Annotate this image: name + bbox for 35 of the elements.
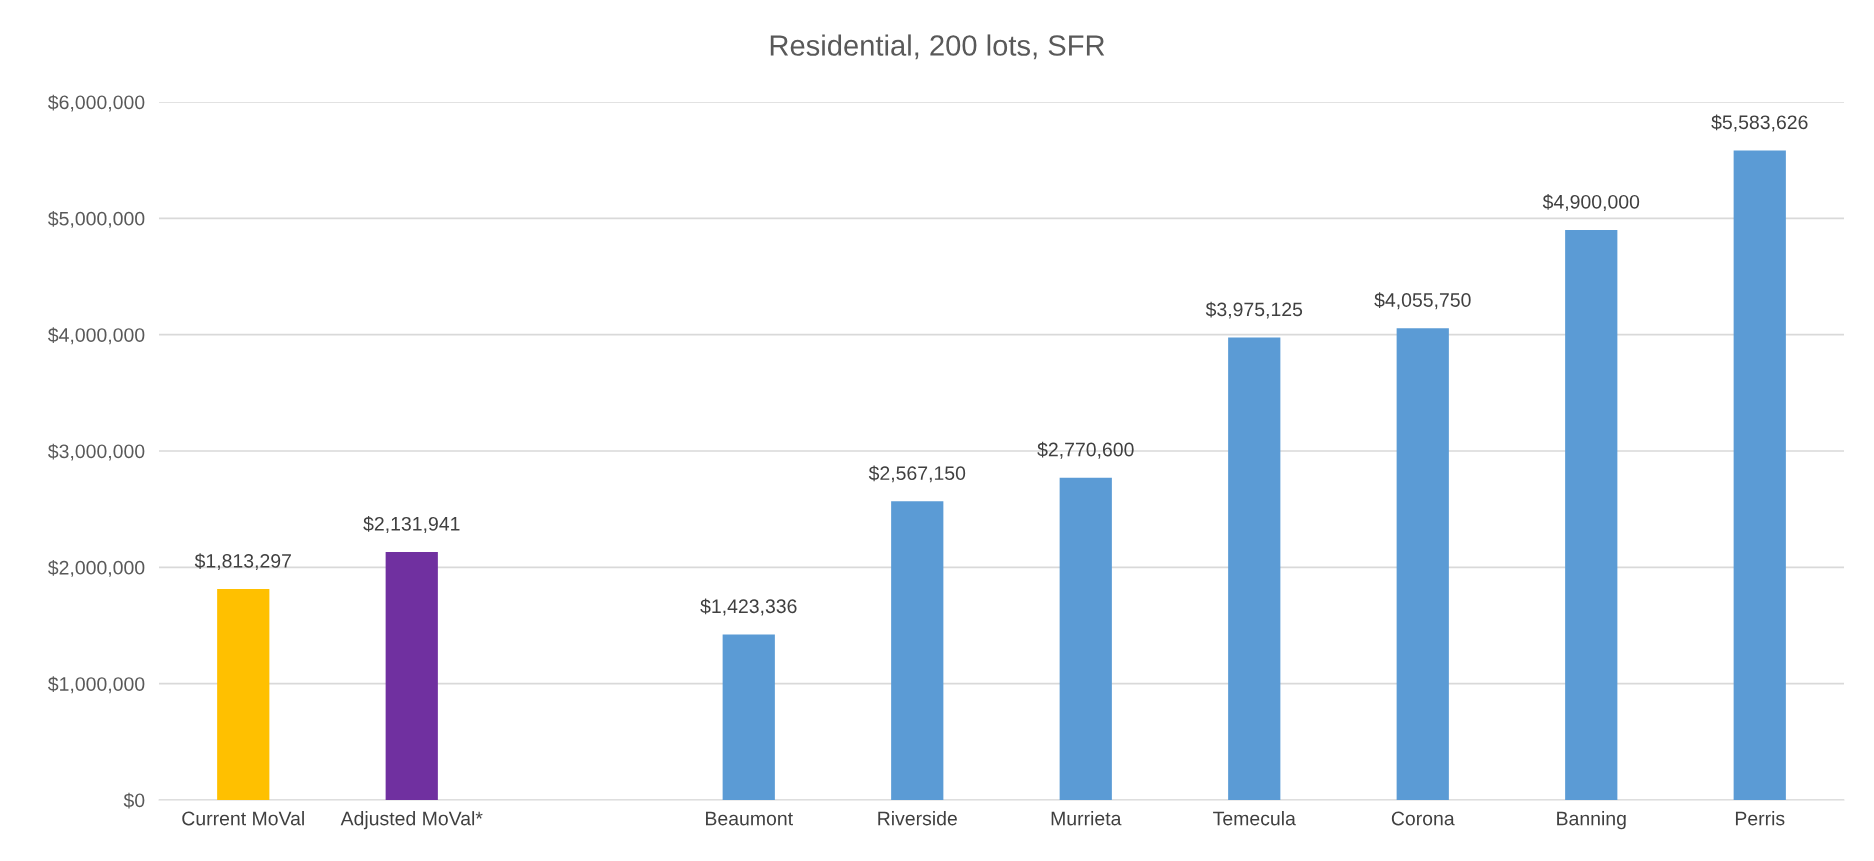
bar <box>217 589 270 800</box>
chart-title: Residential, 200 lots, SFR <box>770 34 1105 60</box>
y-tick-label: $3,000,000 <box>48 443 145 461</box>
x-tick-label: Temecula <box>1213 811 1296 826</box>
bar <box>1396 328 1449 800</box>
data-label: $2,770,600 <box>1037 441 1134 459</box>
data-label: $5,583,626 <box>1711 114 1808 132</box>
bar <box>1733 150 1786 800</box>
data-label: $2,131,941 <box>363 516 460 533</box>
data-label: $4,900,000 <box>1542 194 1640 211</box>
bar <box>385 551 438 800</box>
y-tick-label: $1,000,000 <box>48 676 145 694</box>
x-tick-label: Beaumont <box>706 811 793 826</box>
x-tick-label: Riverside <box>878 811 957 826</box>
bar <box>722 634 775 800</box>
data-label: $3,975,125 <box>1205 301 1303 319</box>
x-tick-label: Adjusted MoVal* <box>340 811 483 830</box>
data-label: $1,813,297 <box>194 553 291 571</box>
bar <box>1228 337 1281 800</box>
y-tick-label: $0 <box>123 792 145 809</box>
y-tick-label: $2,000,000 <box>48 559 145 577</box>
x-tick-label: Corona <box>1391 811 1455 826</box>
bar <box>1565 229 1618 800</box>
x-tick-label: Current MoVal <box>182 811 304 826</box>
x-tick-label: Banning <box>1557 811 1626 830</box>
bar <box>891 501 944 800</box>
x-tick-label: Perris <box>1735 811 1785 826</box>
bar <box>1059 477 1112 800</box>
data-label: $1,423,336 <box>700 598 797 616</box>
x-tick-label: Murrieta <box>1051 811 1122 826</box>
data-label: $2,567,150 <box>868 465 966 483</box>
y-tick-label: $5,000,000 <box>48 210 145 228</box>
data-label: $4,055,750 <box>1374 292 1471 310</box>
y-tick-label: $4,000,000 <box>48 327 145 345</box>
y-tick-label: $6,000,000 <box>48 94 145 112</box>
